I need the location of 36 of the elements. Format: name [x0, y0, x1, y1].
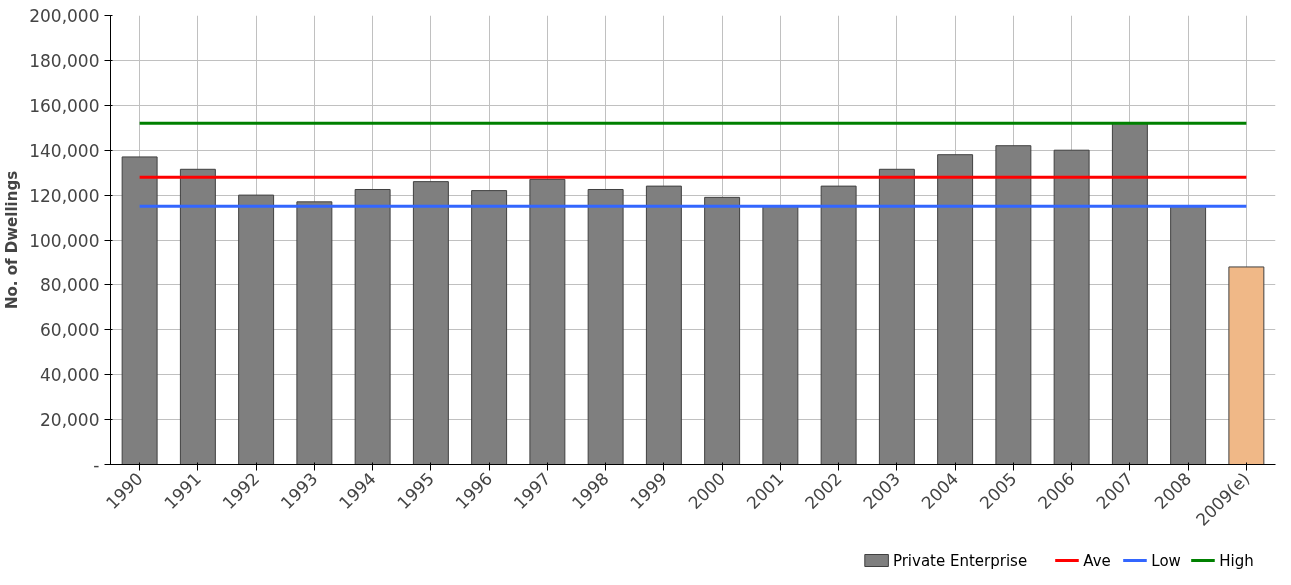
- bar: [995, 145, 1032, 465]
- bar: [820, 185, 857, 465]
- y-tick-label: 100,000: [29, 230, 100, 251]
- bar: [412, 181, 449, 465]
- bar: [1053, 149, 1090, 465]
- bar: [645, 185, 682, 465]
- y-tick-label: 140,000: [29, 140, 100, 161]
- bar: [1170, 205, 1207, 465]
- bar: [878, 168, 915, 465]
- y-tick-label: 120,000: [29, 185, 100, 206]
- bar: [296, 201, 333, 465]
- bar: [587, 188, 624, 465]
- y-tick-label: 180,000: [29, 50, 100, 71]
- bar: [354, 188, 391, 465]
- bar: [529, 178, 566, 465]
- bar: [762, 205, 799, 465]
- legend-label: Private Enterprise: [892, 551, 1028, 570]
- y-tick-label: 160,000: [29, 95, 100, 116]
- y-tick-label: 40,000: [40, 365, 100, 386]
- bar: [1228, 266, 1265, 465]
- bar: [121, 156, 158, 465]
- legend-label: Low: [1151, 551, 1181, 570]
- y-axis-title: No. of Dwellings: [3, 170, 22, 310]
- legend-label: Ave: [1083, 551, 1111, 570]
- y-tick-label: 20,000: [40, 410, 100, 431]
- legend-label: High: [1219, 551, 1254, 570]
- bar: [937, 154, 974, 465]
- bar: [179, 168, 216, 465]
- y-tick-label: 80,000: [40, 275, 100, 296]
- bar: [238, 194, 275, 465]
- y-tick-label: 200,000: [29, 6, 100, 26]
- bar: [471, 190, 508, 465]
- y-tick-label: 60,000: [40, 320, 100, 341]
- bar: [704, 196, 741, 465]
- bar: [1111, 122, 1148, 465]
- y-tick-label: -: [93, 455, 100, 475]
